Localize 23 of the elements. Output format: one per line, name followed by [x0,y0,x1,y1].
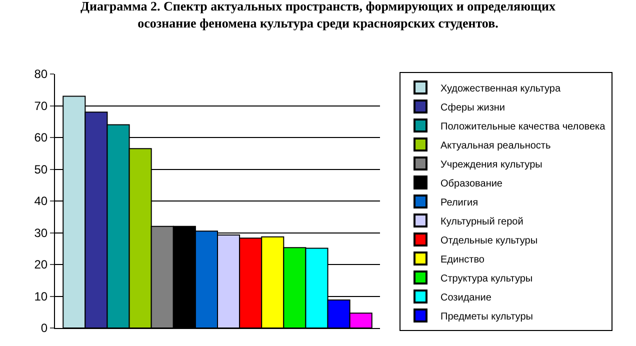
legend-label: Учреждения культуры [440,159,542,170]
chart-title: Диаграмма 2. Спектр актуальных пространств, формирующих и определяющих осознание феномена культура среди красноярских студентов. [80,0,556,30]
legend-label: Структура культуры [440,273,533,284]
y-tick-label: 50 [34,162,48,176]
legend-label: Отдельные культуры [440,235,538,246]
y-tick-label: 30 [34,226,48,240]
legend-label: Актуальная реальность [440,140,551,152]
y-tick-label: 70 [34,98,48,113]
legend-label: Культурный герой [440,216,524,228]
legend-label: Художественная культура [440,83,561,94]
y-tick-label: 20 [34,258,48,272]
legend-label: Сферы жизни [440,102,506,114]
y-tick-label: 60 [34,130,48,145]
y-tick-label: 40 [34,194,48,208]
legend-label: Положительные качества человека [440,121,606,132]
legend-label: Созидание [440,292,492,304]
legend-label: Образование [440,178,503,190]
legend-label: Единство [440,254,485,266]
y-tick-label: 80 [34,67,48,82]
legend-label: Предметы культуры [440,311,533,322]
y-tick-label: 0 [40,321,48,336]
y-tick-label: 10 [34,289,48,304]
legend-label: Религия [440,197,478,208]
